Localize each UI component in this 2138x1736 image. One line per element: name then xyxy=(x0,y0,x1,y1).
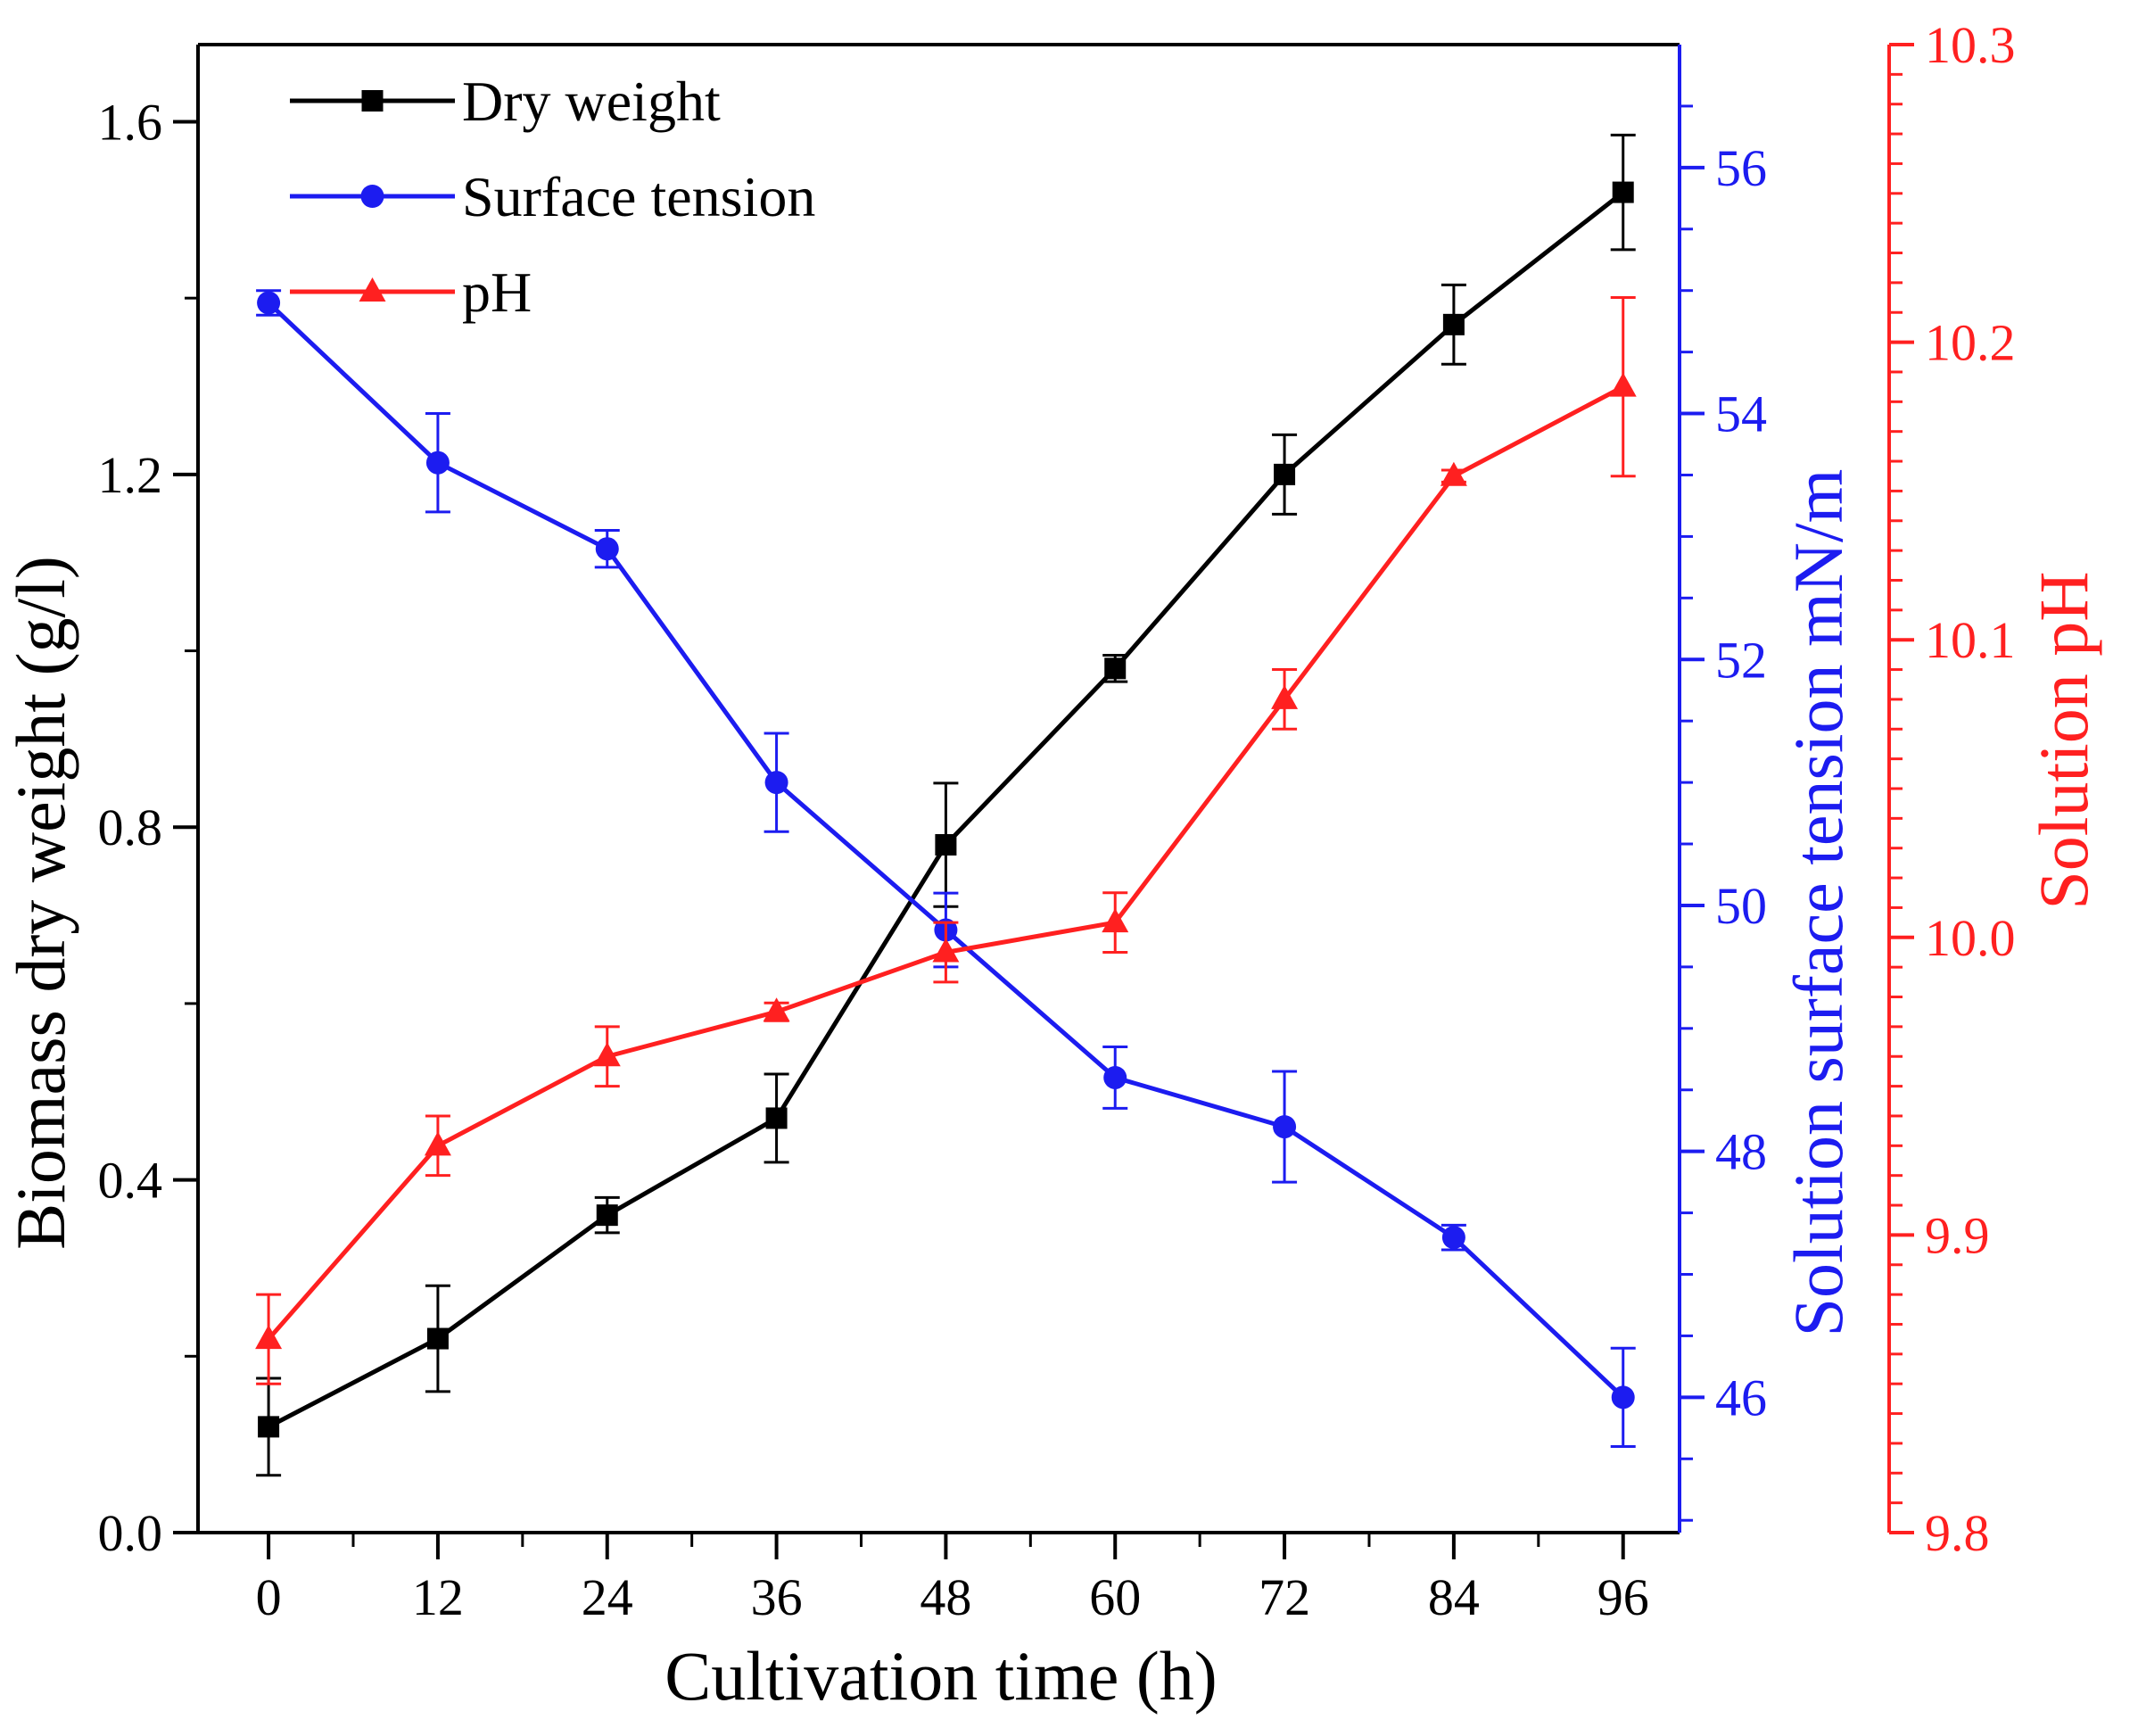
right-outer-tick-label: 9.9 xyxy=(1925,1206,1990,1264)
data-point xyxy=(1104,657,1127,680)
right-inner-tick-label: 54 xyxy=(1715,385,1767,443)
legend-item: pH xyxy=(290,260,532,324)
data-point xyxy=(763,997,790,1022)
right-outer-tick-label: 10.1 xyxy=(1925,611,2016,669)
data-point xyxy=(765,1107,788,1129)
data-point xyxy=(1274,463,1296,485)
data-point xyxy=(1440,461,1467,486)
x-tick-label: 60 xyxy=(1089,1568,1141,1626)
right-inner-tick-label: 52 xyxy=(1715,631,1767,689)
right-inner-tick-label: 48 xyxy=(1715,1123,1767,1181)
data-point xyxy=(1609,372,1637,397)
x-tick-label: 24 xyxy=(582,1568,633,1626)
right-outer-tick-label: 10.3 xyxy=(1925,16,2016,74)
legend-item: Dry weight xyxy=(290,70,721,133)
left-tick-label: 0.4 xyxy=(98,1152,163,1210)
series-dry-weight xyxy=(256,133,1636,1477)
data-point xyxy=(1273,1115,1297,1139)
x-tick-label: 36 xyxy=(751,1568,803,1626)
legend-marker xyxy=(360,185,384,208)
data-point xyxy=(1612,181,1634,203)
data-point xyxy=(764,771,788,795)
legend-marker xyxy=(359,277,386,302)
data-point xyxy=(932,938,960,963)
series-ph xyxy=(255,296,1637,1385)
data-point xyxy=(1611,1385,1635,1409)
x-tick-label: 12 xyxy=(412,1568,464,1626)
left-tick-label: 1.2 xyxy=(98,446,163,504)
data-point xyxy=(424,1131,451,1156)
legend-label: Surface tension xyxy=(462,165,815,228)
right-outer-tick-label: 10.2 xyxy=(1925,314,2016,372)
x-axis-title: Cultivation time (h) xyxy=(665,1637,1218,1715)
chart-series xyxy=(255,133,1637,1477)
right-outer-tick-label: 10.0 xyxy=(1925,909,2016,967)
data-point xyxy=(426,1327,449,1350)
right-outer-axis-title: Solution pH xyxy=(2025,571,2102,909)
x-tick-label: 84 xyxy=(1428,1568,1480,1626)
data-point xyxy=(255,1325,283,1350)
right-inner-tick-label: 56 xyxy=(1715,139,1767,197)
chart-frame: 0 12 24 36 48 60 72 84 96 0.0 0.4 0.8 1.2 1.6 46 48 50 52… xyxy=(98,16,2016,1626)
right-inner-tick-label: 46 xyxy=(1715,1368,1767,1426)
data-point xyxy=(935,834,957,856)
data-point xyxy=(1271,684,1299,709)
right-inner-tick-label: 50 xyxy=(1715,877,1767,935)
x-tick-label: 48 xyxy=(920,1568,971,1626)
data-point xyxy=(1103,1065,1127,1089)
left-tick-label: 0.8 xyxy=(98,798,163,856)
right-inner-axis-title: Solution surface tension mN/m xyxy=(1779,469,1857,1337)
data-point xyxy=(1102,908,1129,933)
chart-legend: Dry weight Surface tension pH xyxy=(290,70,815,324)
left-tick-label: 1.6 xyxy=(98,93,163,151)
data-point xyxy=(596,1204,618,1227)
x-tick-label: 72 xyxy=(1259,1568,1310,1626)
data-point xyxy=(258,1416,280,1438)
x-tick-label: 0 xyxy=(256,1568,282,1626)
right-outer-tick-label: 9.8 xyxy=(1925,1504,1990,1562)
data-point xyxy=(593,1042,621,1067)
data-point xyxy=(425,451,450,475)
data-point xyxy=(595,537,619,561)
legend-item: Surface tension xyxy=(290,165,815,228)
data-point xyxy=(1441,1226,1465,1250)
left-axis-title: Biomass dry weight (g/l) xyxy=(2,556,79,1250)
legend-marker xyxy=(361,90,384,112)
legend-label: pH xyxy=(462,260,532,324)
left-tick-label: 0.0 xyxy=(98,1504,163,1562)
legend-label: Dry weight xyxy=(462,70,721,133)
x-tick-label: 96 xyxy=(1597,1568,1649,1626)
data-point xyxy=(1442,313,1465,335)
data-point xyxy=(257,291,281,315)
